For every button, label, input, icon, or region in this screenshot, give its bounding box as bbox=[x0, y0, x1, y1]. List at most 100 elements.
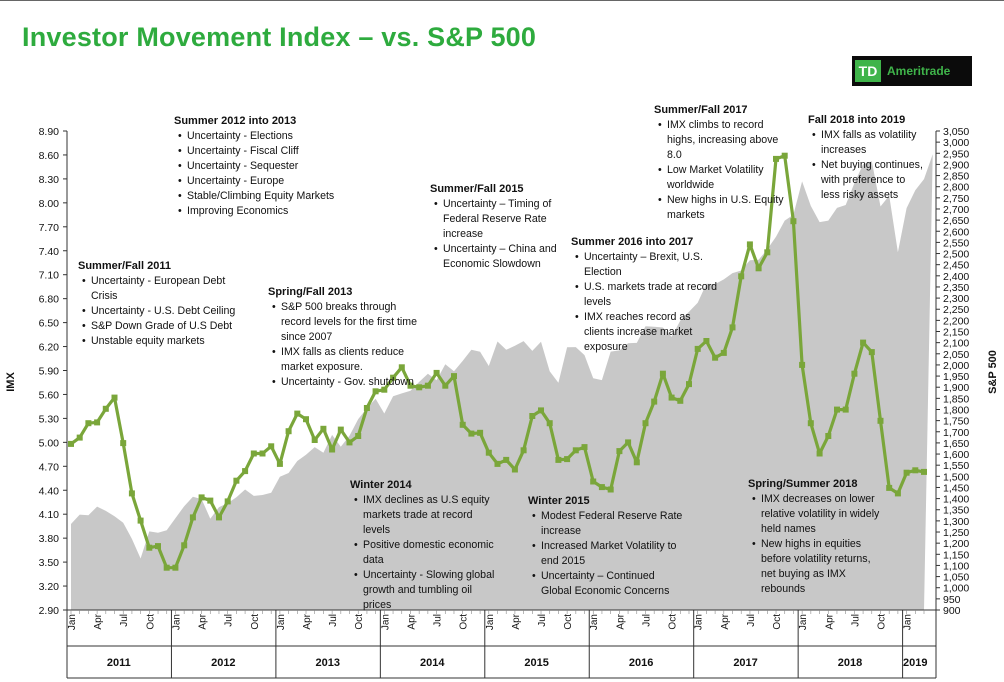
y2-tick-label: 2,500 bbox=[943, 249, 969, 261]
annotation-item: Positive domestic economic data bbox=[354, 538, 500, 568]
y-tick-label: 5.30 bbox=[39, 413, 60, 425]
imx-point bbox=[181, 542, 188, 549]
annotation-item: IMX climbs to record highs, increasing a… bbox=[658, 118, 784, 163]
logo-word: Ameritrade bbox=[887, 64, 951, 78]
imx-point bbox=[363, 405, 370, 411]
annotation-winter-2015: Winter 2015 Modest Federal Reserve Rate i… bbox=[528, 494, 683, 599]
month-tick-label: Jan bbox=[903, 614, 914, 630]
imx-point bbox=[355, 433, 362, 439]
imx-point bbox=[285, 428, 292, 435]
month-tick-label: Oct bbox=[459, 614, 470, 630]
imx-point bbox=[485, 449, 492, 456]
imx-point bbox=[189, 514, 196, 521]
imx-point bbox=[886, 484, 893, 491]
annotation-item: Uncertainty - Slowing global growth and … bbox=[354, 568, 500, 613]
annotation-item: IMX decreases on lower relative volatili… bbox=[752, 492, 883, 537]
year-label: 2011 bbox=[107, 657, 131, 669]
y2-tick-label: 3,000 bbox=[943, 137, 969, 149]
y2-tick-label: 900 bbox=[943, 605, 961, 617]
imx-point bbox=[764, 249, 771, 256]
imx-point bbox=[921, 468, 927, 475]
y-tick-label: 5.60 bbox=[39, 389, 60, 401]
month-tick-label: Oct bbox=[250, 614, 261, 630]
y2-tick-label: 2,850 bbox=[943, 171, 969, 183]
imx-point bbox=[799, 361, 806, 368]
annotation-item: S&P 500 breaks through record levels for… bbox=[272, 300, 428, 345]
y-tick-label: 8.30 bbox=[39, 174, 60, 186]
imx-point bbox=[128, 490, 135, 497]
annotation-item: S&P Down Grade of U.S Debt bbox=[82, 319, 248, 334]
imx-point bbox=[468, 430, 475, 437]
td-ameritrade-logo: TD Ameritrade bbox=[852, 56, 972, 86]
imx-point bbox=[477, 429, 484, 436]
month-tick-label: Apr bbox=[824, 613, 835, 629]
imx-point bbox=[137, 517, 144, 524]
imx-point bbox=[102, 405, 109, 412]
imx-point bbox=[877, 417, 884, 424]
annotation-heading: Summer/Fall 2015 bbox=[430, 183, 524, 195]
y2-tick-label: 950 bbox=[943, 594, 961, 606]
month-tick-label: Jan bbox=[67, 614, 78, 630]
annotation-summer-fall-2011: Summer/Fall 2011 Uncertainty - European D… bbox=[78, 259, 248, 349]
y2-axis-label: S&P 500 bbox=[987, 350, 999, 394]
imx-point bbox=[642, 420, 649, 427]
month-tick-label: Jul bbox=[119, 614, 130, 627]
month-tick-label: Oct bbox=[668, 614, 679, 630]
y2-tick-label: 2,350 bbox=[943, 282, 969, 294]
imx-point bbox=[520, 447, 527, 454]
y2-tick-label: 1,750 bbox=[943, 416, 969, 428]
y2-tick-label: 2,450 bbox=[943, 260, 969, 272]
annotation-heading: Winter 2015 bbox=[528, 495, 590, 507]
imx-point bbox=[529, 413, 536, 419]
y-tick-label: 7.10 bbox=[39, 270, 60, 282]
month-tick-label: Apr bbox=[720, 613, 731, 629]
imx-point bbox=[76, 434, 83, 441]
annotation-item: Uncertainty - Europe bbox=[178, 174, 344, 189]
month-tick-label: Oct bbox=[877, 614, 888, 630]
imx-point bbox=[729, 324, 736, 331]
y-tick-label: 4.40 bbox=[39, 485, 60, 497]
month-tick-label: Oct bbox=[772, 614, 783, 630]
imx-point bbox=[598, 484, 605, 491]
annotation-heading: Summer 2016 into 2017 bbox=[571, 236, 694, 248]
imx-point bbox=[581, 444, 588, 451]
imx-point bbox=[172, 564, 179, 571]
imx-point bbox=[807, 420, 814, 427]
imx-point bbox=[68, 440, 74, 447]
imx-point bbox=[329, 446, 336, 453]
imx-point bbox=[677, 397, 684, 404]
imx-point bbox=[912, 467, 919, 474]
y-tick-label: 5.90 bbox=[39, 366, 60, 378]
annotation-item: Stable/Climbing Equity Markets bbox=[178, 189, 344, 204]
imx-point bbox=[451, 373, 457, 380]
y2-tick-label: 2,400 bbox=[943, 271, 969, 283]
top-border bbox=[0, 0, 1004, 1]
y2-tick-label: 2,250 bbox=[943, 304, 969, 316]
imx-point bbox=[894, 490, 901, 497]
y2-tick-label: 2,200 bbox=[943, 315, 969, 327]
annotation-heading: Summer 2012 into 2013 bbox=[174, 115, 297, 127]
imx-point bbox=[163, 564, 170, 571]
annotation-item: IMX falls as clients reduce market expos… bbox=[272, 345, 428, 375]
y-tick-label: 8.60 bbox=[39, 150, 60, 162]
y2-tick-label: 1,900 bbox=[943, 382, 969, 394]
imx-point bbox=[372, 388, 379, 395]
annotation-winter-2014: Winter 2014 IMX declines as U.S equity ma… bbox=[350, 478, 500, 613]
imx-point bbox=[503, 456, 510, 463]
year-label: 2012 bbox=[211, 657, 235, 669]
imx-point bbox=[259, 450, 266, 457]
imx-point bbox=[712, 354, 719, 361]
imx-point bbox=[146, 544, 153, 551]
y2-tick-label: 1,650 bbox=[943, 438, 969, 450]
year-label: 2014 bbox=[420, 657, 445, 669]
month-tick-label: Apr bbox=[198, 613, 209, 629]
month-tick-label: Apr bbox=[511, 613, 522, 629]
annotation-item: Uncertainty - Elections bbox=[178, 129, 344, 144]
imx-point bbox=[120, 440, 127, 447]
imx-point bbox=[651, 398, 658, 405]
imx-point bbox=[755, 265, 762, 272]
y2-tick-label: 1,200 bbox=[943, 538, 969, 550]
imx-point bbox=[198, 494, 205, 501]
imx-point bbox=[276, 460, 283, 467]
logo-mark: TD bbox=[855, 60, 881, 82]
